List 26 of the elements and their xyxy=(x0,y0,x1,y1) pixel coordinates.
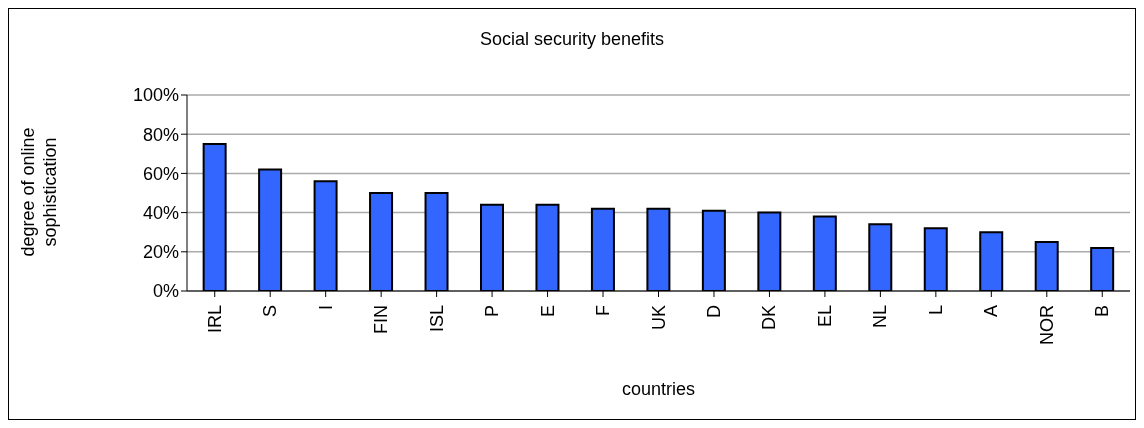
x-tick-label: NOR xyxy=(1036,305,1057,345)
x-tick-label: FIN xyxy=(371,305,392,334)
chart-title: Social security benefits xyxy=(478,29,666,50)
x-tick-label: E xyxy=(537,305,558,318)
x-tick-label: I xyxy=(315,305,336,311)
y-axis-title: degree of online sophistication xyxy=(17,126,61,259)
x-tick-label: D xyxy=(703,305,724,318)
x-tick-label: NL xyxy=(870,305,891,329)
x-tick-label: F xyxy=(593,305,614,316)
y-tick-label: 0% xyxy=(152,281,179,302)
x-tick-label: EL xyxy=(814,305,835,328)
y-tick-label: 100% xyxy=(132,85,179,106)
x-tick-label: ISL xyxy=(426,305,447,333)
x-axis-title: countries xyxy=(620,379,696,400)
x-tick-label: L xyxy=(925,305,946,316)
y-tick-label: 60% xyxy=(142,163,179,184)
x-tick-label: S xyxy=(260,305,281,318)
x-tick-label: P xyxy=(482,305,503,318)
x-tick-label: A xyxy=(981,305,1002,318)
y-tick-label: 20% xyxy=(142,242,179,263)
x-tick-label: IRL xyxy=(204,305,225,334)
x-tick-label: B xyxy=(1092,305,1113,318)
x-tick-label: UK xyxy=(648,305,669,331)
y-tick-label: 80% xyxy=(142,124,179,145)
y-tick-label: 40% xyxy=(142,202,179,223)
x-tick-label: DK xyxy=(759,305,780,331)
